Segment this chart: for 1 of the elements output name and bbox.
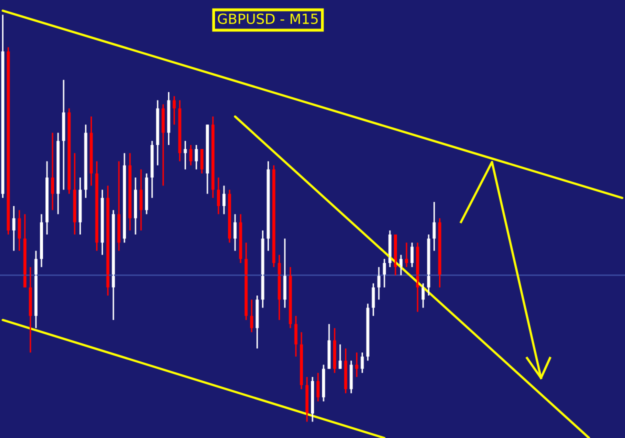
chart-title: GBPUSD - M15 <box>218 14 318 24</box>
